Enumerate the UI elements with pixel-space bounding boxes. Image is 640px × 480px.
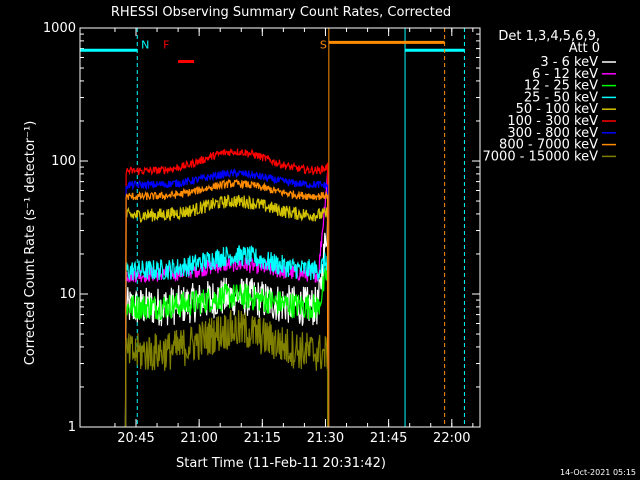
series-line <box>124 178 329 428</box>
y-tick-label: 10 <box>59 287 76 302</box>
y-tick-label: 1000 <box>43 21 76 36</box>
legend-header-line-2: Att 0 <box>569 41 600 56</box>
annotation-S: S <box>320 39 327 52</box>
series-line <box>124 310 329 428</box>
series-line <box>124 168 329 428</box>
series-line <box>124 266 329 428</box>
y-axis-label: Corrected Count Rate (s⁻¹ detector⁻¹) <box>23 121 38 366</box>
y-tick-label: 100 <box>51 154 76 169</box>
series-line <box>124 147 329 428</box>
legend-entry-label: 50 - 100 keV <box>516 102 599 117</box>
y-tick-label: 1 <box>68 420 76 435</box>
x-tick-label: 21:45 <box>370 431 407 446</box>
plot-frame <box>79 27 481 428</box>
timestamp: 14-Oct-2021 05:15 <box>560 468 636 477</box>
legend-entry-label: 12 - 25 keV <box>524 79 598 94</box>
x-tick-label: 21:30 <box>307 431 344 446</box>
legend-entry-label: 100 - 300 keV <box>507 114 598 129</box>
plot-area: 1 10 100 1000 20:45 21:00 21:15 21:30 21:45 22:00… <box>43 21 480 446</box>
chart-title: RHESSI Observing Summary Count Rates, Co… <box>111 5 451 20</box>
x-tick-label: 20:45 <box>117 431 154 446</box>
legend-entry-label: 300 - 800 keV <box>507 126 598 141</box>
legend-entry-label: 25 - 50 keV <box>524 90 598 105</box>
legend-header-line-1: Det 1,3,4,5,6,9, <box>498 29 600 44</box>
x-axis-label: Start Time (11-Feb-11 20:31:42) <box>176 456 386 471</box>
legend-entry-label: 3 - 6 keV <box>540 55 598 70</box>
x-tick-label: 22:00 <box>433 431 470 446</box>
legend-entry-label: 6 - 12 keV <box>532 67 598 82</box>
legend-entry-label: 800 - 7000 keV <box>499 138 598 153</box>
series-line <box>124 194 329 428</box>
annotation-N: N <box>141 39 149 52</box>
series-line <box>124 244 329 428</box>
series-line <box>124 217 329 428</box>
x-tick-label: 21:15 <box>244 431 281 446</box>
annotation-F: F <box>163 39 169 52</box>
x-tick-label: 21:00 <box>180 431 217 446</box>
legend-entry-label: 7000 - 15000 keV <box>483 149 599 164</box>
